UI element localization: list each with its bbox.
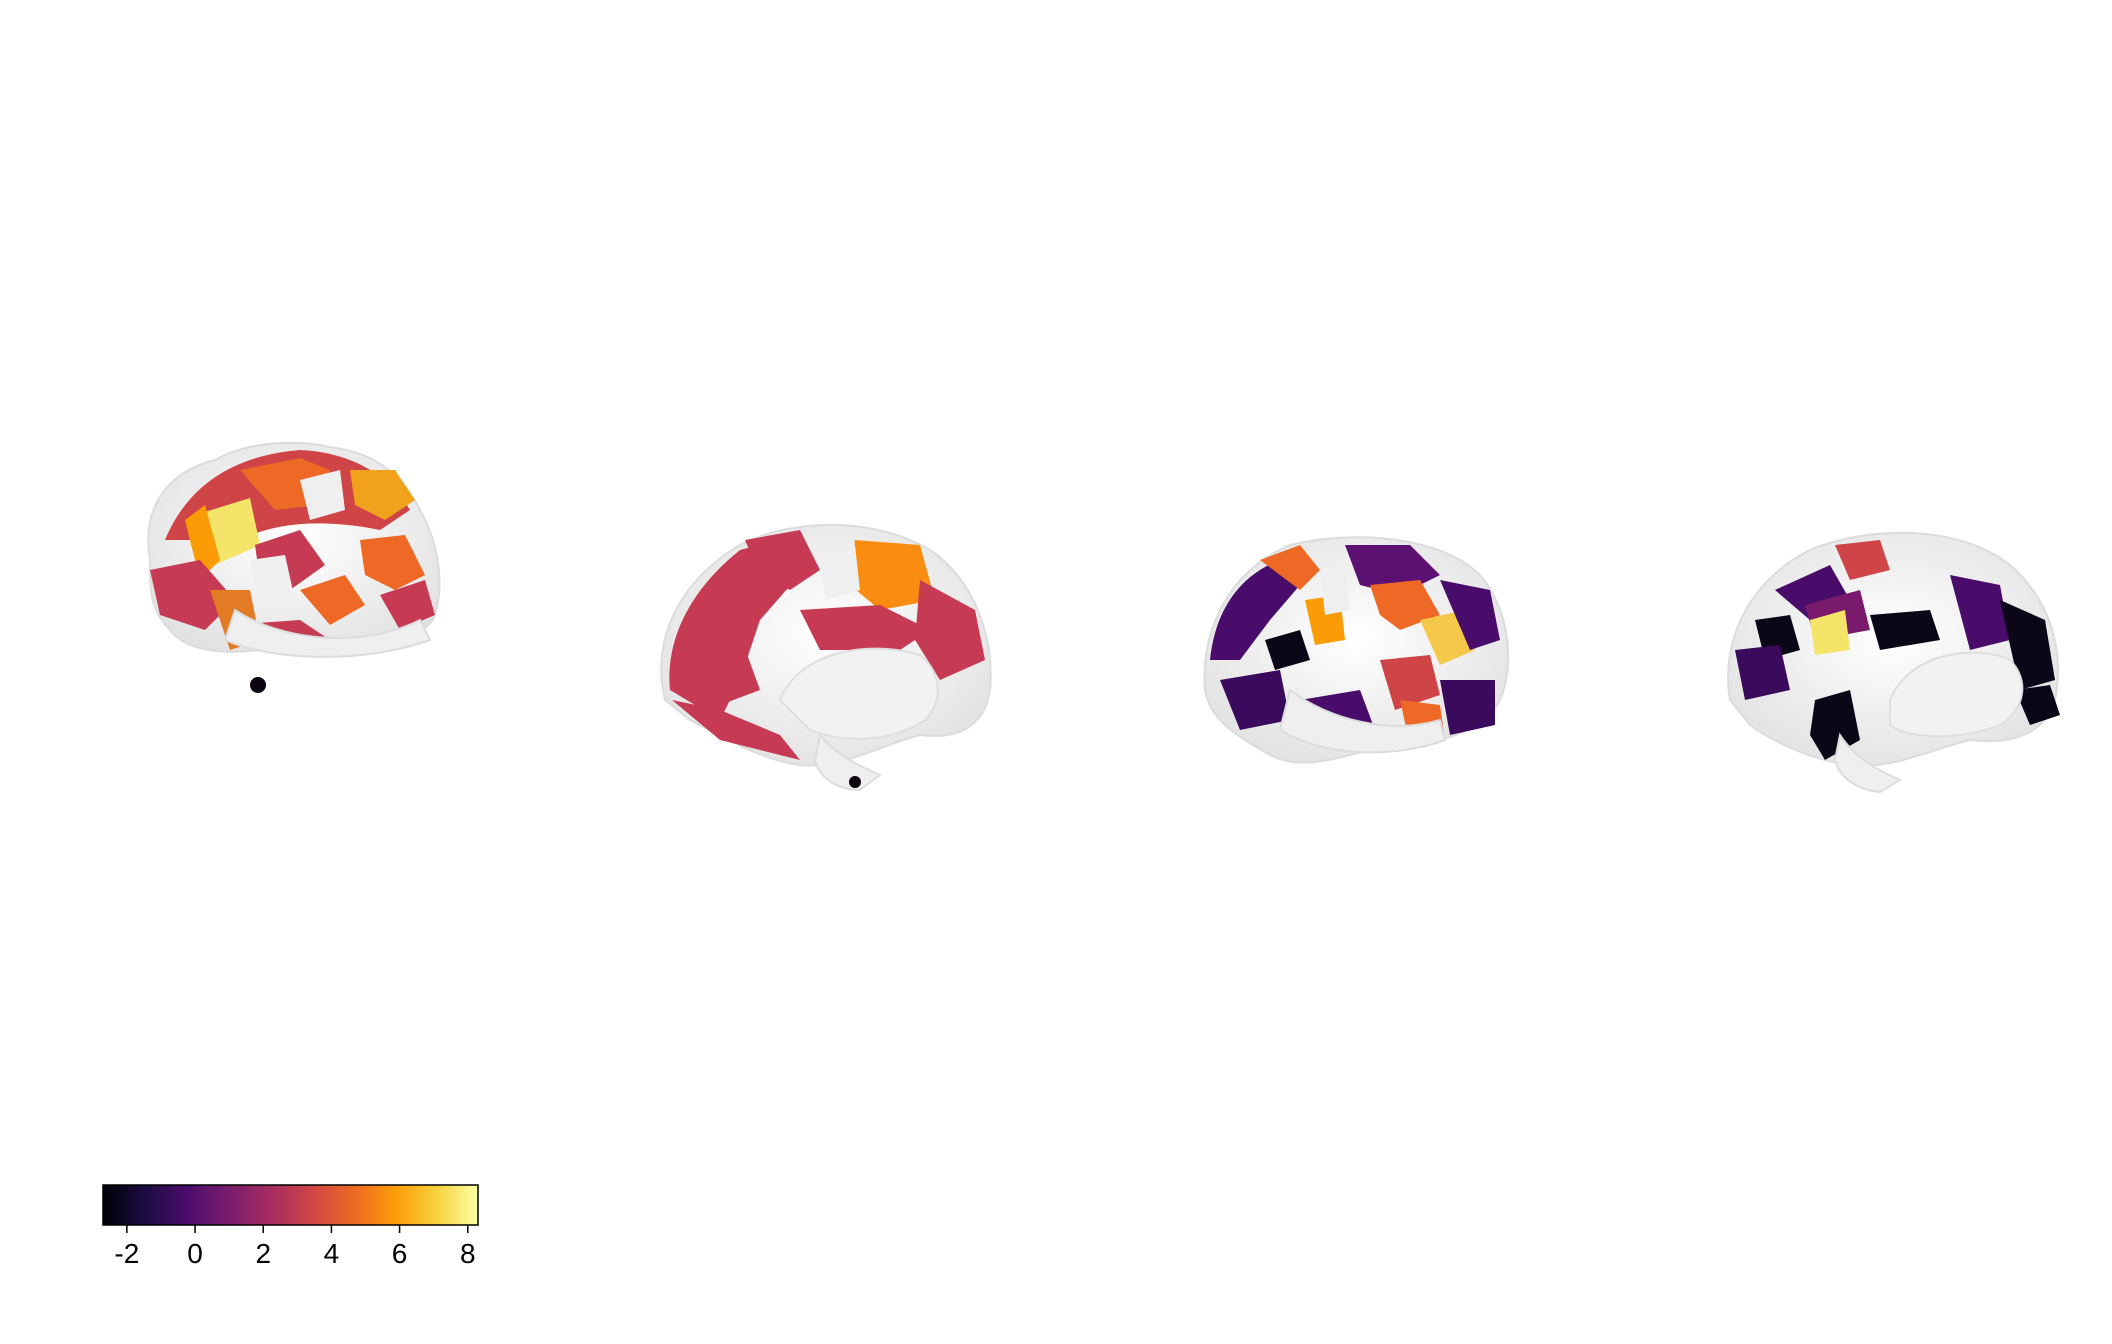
brain-right-medial xyxy=(1727,531,2060,794)
colorbar: -2 0 2 4 6 8 xyxy=(102,1184,479,1269)
colorbar-tick-label: 2 xyxy=(255,1238,271,1269)
brain-left-medial xyxy=(660,523,992,792)
brain-right-lateral xyxy=(1203,536,1510,764)
colorbar-tick-label: 8 xyxy=(460,1238,476,1269)
colorbar-tick-label: 6 xyxy=(392,1238,408,1269)
brain-left-lateral xyxy=(147,441,441,693)
colorbar-ticks: -2 0 2 4 6 8 xyxy=(114,1225,476,1269)
colorbar-gradient xyxy=(102,1184,479,1226)
colorbar-tick-label: 4 xyxy=(324,1238,340,1269)
colorbar-tick-label: -2 xyxy=(114,1238,139,1269)
colorbar-tick-label: 0 xyxy=(187,1238,203,1269)
